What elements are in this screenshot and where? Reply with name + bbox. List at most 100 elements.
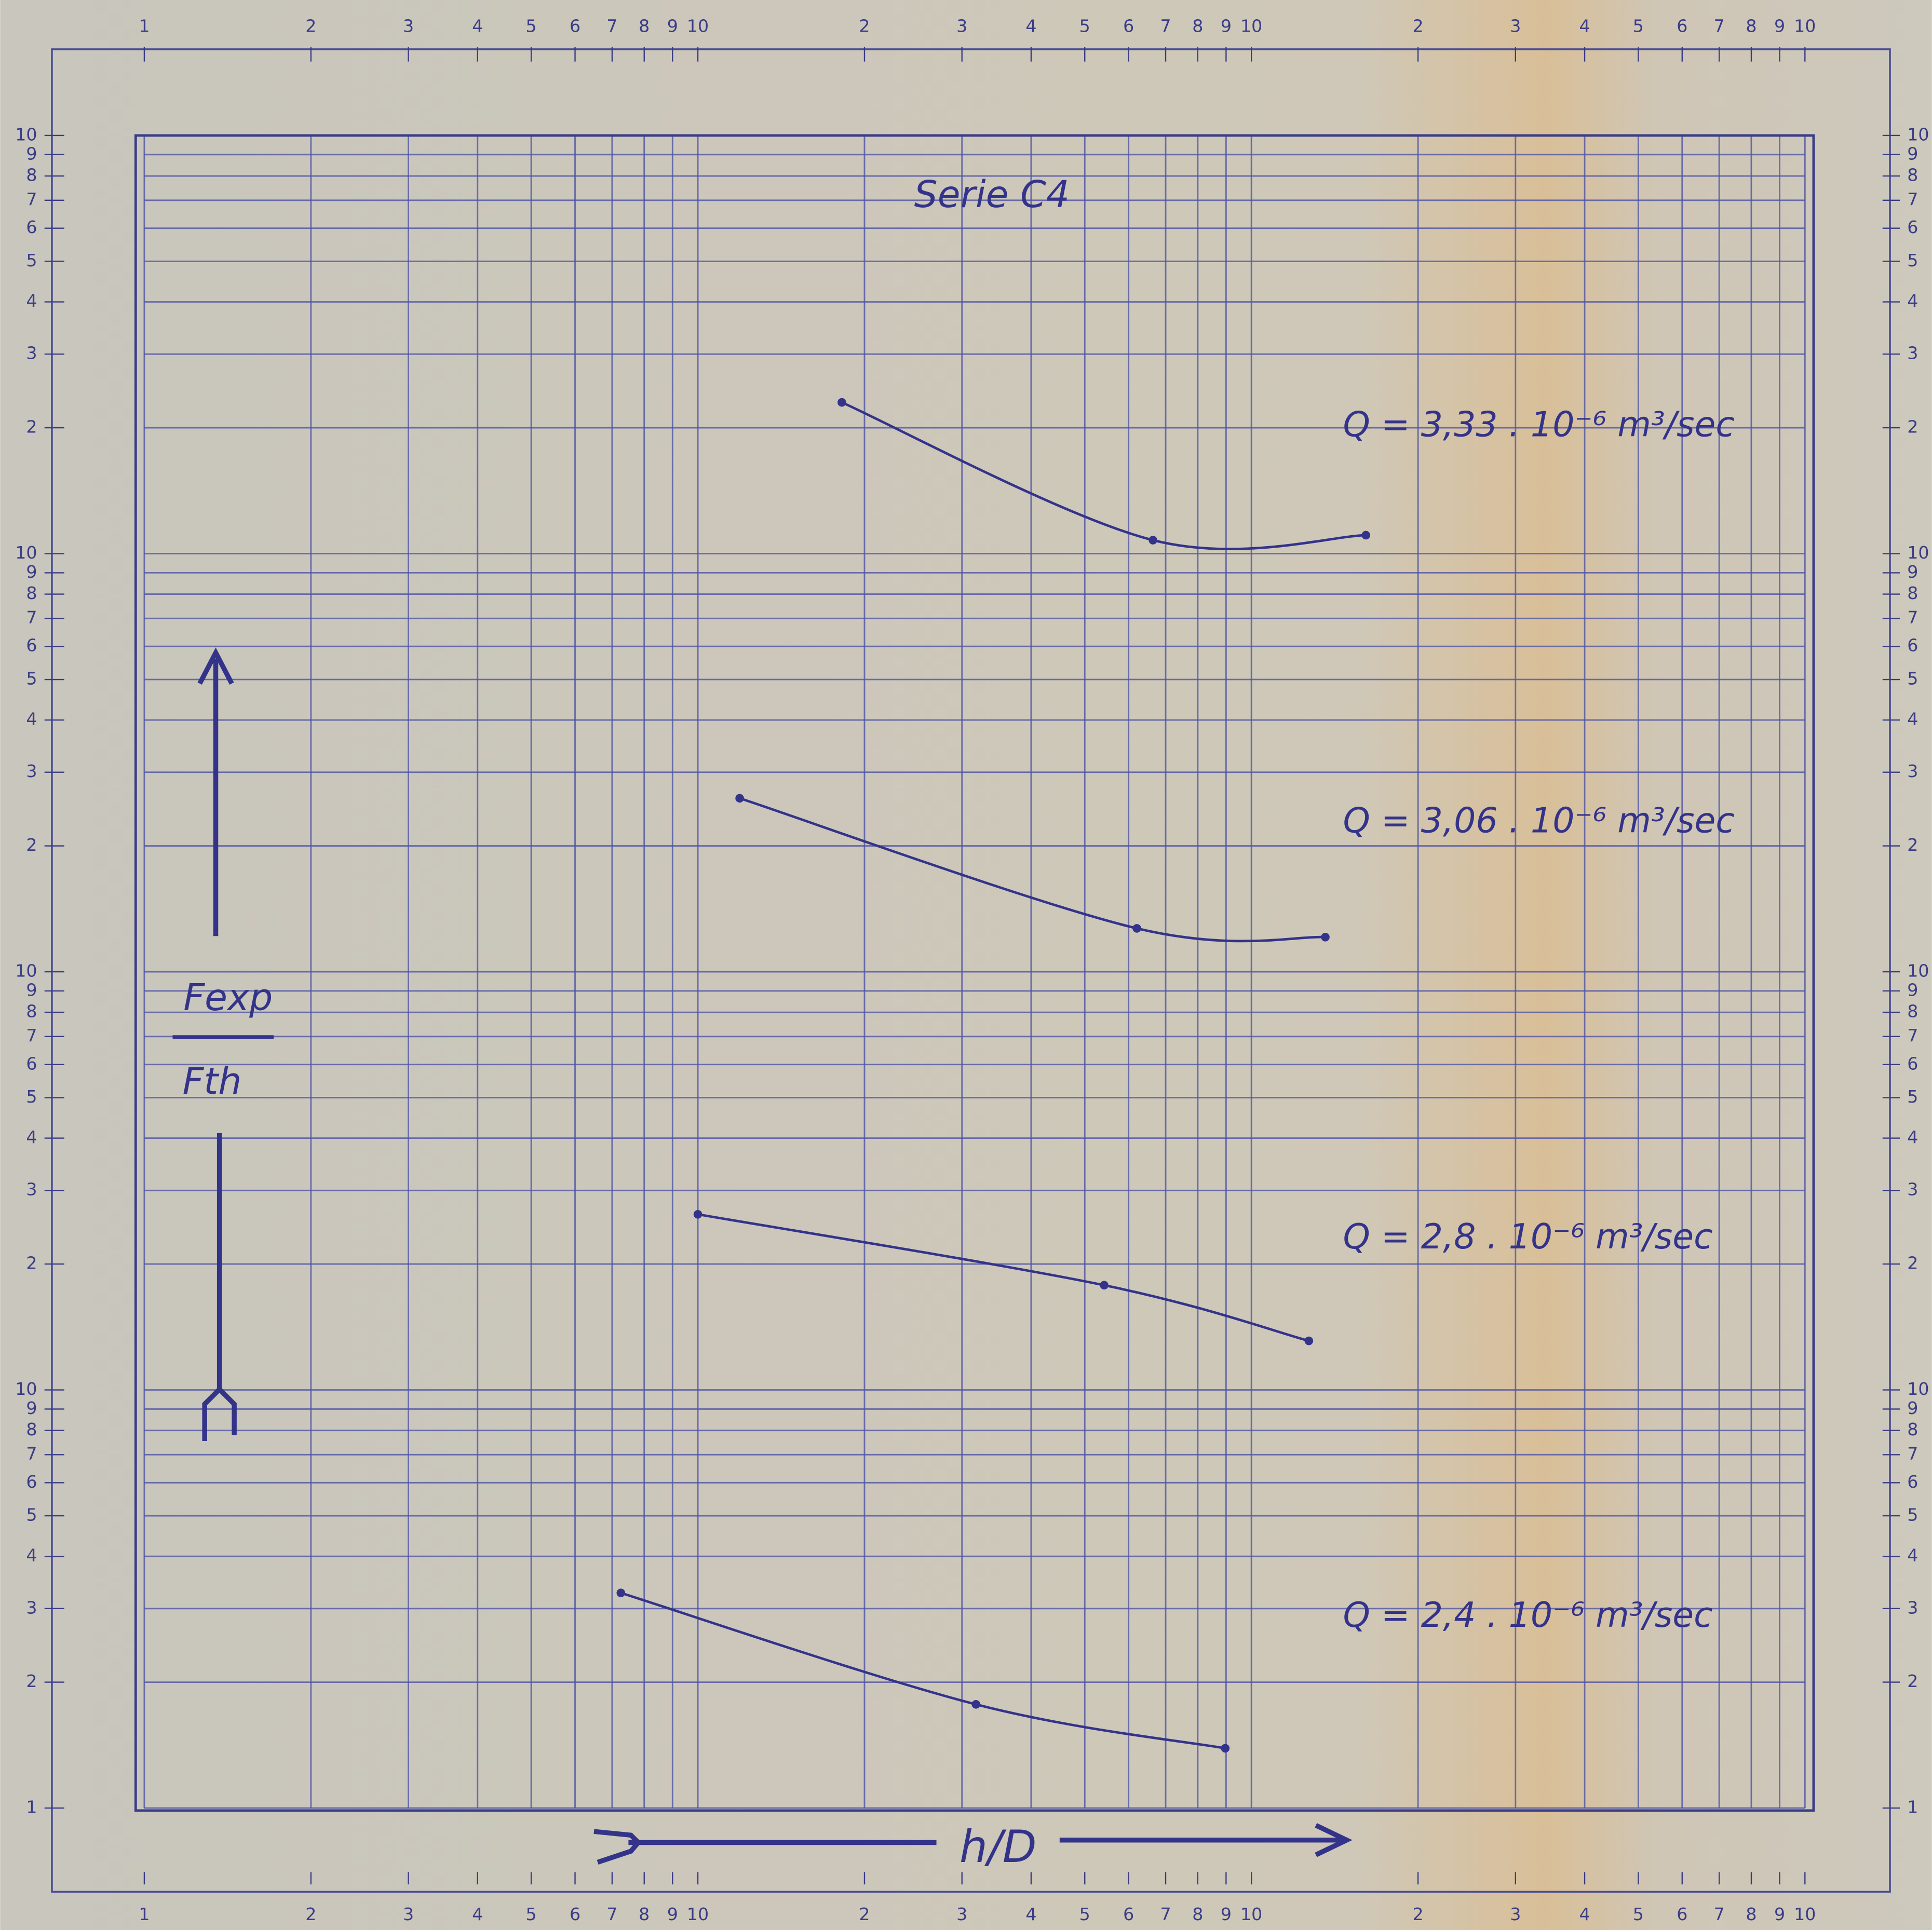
x-tick-label-top: 2 — [859, 16, 870, 36]
data-point — [1305, 1337, 1314, 1345]
x-tick-label: 7 — [606, 1904, 617, 1924]
y-tick-label-right: 6 — [1907, 635, 1918, 656]
data-point — [1221, 1744, 1230, 1753]
x-tick-label-top: 5 — [526, 16, 537, 36]
x-tick-label: 10 — [687, 1904, 709, 1924]
y-label-denominator: Fth — [182, 1059, 241, 1103]
y-tick-label-right: 10 — [1907, 124, 1929, 144]
y-tick-label-right: 2 — [1907, 1671, 1918, 1691]
y-tick-label-right: 10 — [1907, 542, 1929, 563]
y-tick-label: 10 — [15, 1379, 37, 1399]
x-tick-label-top: 6 — [570, 16, 580, 36]
y-tick-label: 6 — [26, 217, 37, 237]
x-tick-label: 3 — [403, 1904, 414, 1924]
y-tick-label: 9 — [26, 143, 37, 164]
x-tick-label-top: 7 — [1714, 16, 1725, 36]
series-label: Q = 3,06 . 10⁻⁶ m³/sec — [1343, 800, 1735, 840]
y-tick-label-right: 7 — [1907, 1444, 1918, 1464]
y-tick-label-right: 8 — [1907, 1419, 1918, 1439]
y-tick-label-right: 3 — [1907, 1179, 1918, 1200]
x-tick-label-top: 4 — [1025, 16, 1036, 36]
x-tick-label-top: 4 — [1579, 16, 1590, 36]
y-tick-label-right: 5 — [1907, 669, 1918, 689]
x-tick-label-top: 3 — [956, 16, 967, 36]
y-tick-label-right: 6 — [1907, 1053, 1918, 1073]
data-point — [1132, 924, 1141, 933]
chart: 1122334455667788991010223344556677889910… — [0, 0, 1932, 1930]
y-tick-label-right: 4 — [1907, 1545, 1918, 1566]
x-tick-label-top: 10 — [1794, 16, 1816, 36]
y-tick-label: 3 — [26, 1179, 37, 1200]
x-tick-label: 5 — [1633, 1904, 1644, 1924]
x-tick-label: 7 — [1160, 1904, 1171, 1924]
y-tick-label-right: 8 — [1907, 1001, 1918, 1022]
x-tick-label: 6 — [1677, 1904, 1687, 1924]
y-tick-label: 8 — [26, 1419, 37, 1439]
y-tick-label-right: 5 — [1907, 1086, 1918, 1107]
data-point — [1361, 531, 1370, 540]
y-tick-label-right: 2 — [1907, 417, 1918, 437]
x-tick-label: 4 — [1579, 1904, 1590, 1924]
y-tick-label: 5 — [26, 669, 37, 689]
x-tick-label: 9 — [667, 1904, 678, 1924]
y-tick-label-right: 8 — [1907, 165, 1918, 185]
y-tick-label: 5 — [26, 1505, 37, 1525]
y-tick-label: 2 — [26, 417, 37, 437]
x-label: h/D — [960, 1822, 1037, 1873]
y-label-numerator: Fexp — [183, 976, 273, 1019]
y-tick-label: 5 — [26, 1086, 37, 1107]
y-tick-label: 8 — [26, 165, 37, 185]
data-point — [694, 1210, 702, 1219]
y-tick-label: 10 — [15, 542, 37, 563]
y-tick-label: 7 — [26, 607, 37, 628]
y-tick-label: 2 — [26, 1671, 37, 1691]
x-tick-label-top: 2 — [1413, 16, 1424, 36]
y-tick-label: 4 — [26, 1127, 37, 1147]
y-tick-label: 3 — [26, 343, 37, 363]
y-tick-label-right: 4 — [1907, 709, 1918, 729]
x-tick-label: 2 — [1413, 1904, 1424, 1924]
y-tick-label-right: 6 — [1907, 217, 1918, 237]
y-tick-label: 4 — [26, 1545, 37, 1566]
paper — [0, 0, 1931, 1930]
x-tick-label-top: 7 — [1160, 16, 1171, 36]
x-tick-label-top: 7 — [606, 16, 617, 36]
y-tick-label-right: 6 — [1907, 1472, 1918, 1492]
y-tick-label: 6 — [26, 635, 37, 656]
y-tick-label: 8 — [26, 583, 37, 603]
x-tick-label: 2 — [305, 1904, 316, 1924]
y-tick-label-right: 9 — [1907, 562, 1918, 582]
y-tick-label-right: 8 — [1907, 583, 1918, 603]
x-tick-label-top: 5 — [1079, 16, 1090, 36]
y-tick-label: 9 — [26, 562, 37, 582]
y-tick-label-right: 3 — [1907, 343, 1918, 363]
y-tick-label: 1 — [26, 1797, 37, 1817]
data-point — [1321, 933, 1330, 942]
data-point — [1149, 536, 1157, 545]
x-tick-label-top: 2 — [305, 16, 316, 36]
y-tick-label-right: 4 — [1907, 291, 1918, 311]
y-tick-label: 6 — [26, 1053, 37, 1073]
x-tick-label: 8 — [1746, 1904, 1757, 1924]
x-tick-label: 8 — [1192, 1904, 1203, 1924]
y-tick-label: 2 — [26, 835, 37, 855]
x-tick-label: 5 — [526, 1904, 537, 1924]
y-tick-label: 5 — [26, 250, 37, 270]
y-tick-label: 7 — [26, 1025, 37, 1045]
y-tick-label: 9 — [26, 980, 37, 1000]
x-tick-label-top: 9 — [1221, 16, 1232, 36]
y-tick-label-right: 1 — [1907, 1797, 1918, 1817]
series-label: Q = 3,33 . 10⁻⁶ m³/sec — [1343, 404, 1735, 445]
x-tick-label-top: 6 — [1677, 16, 1687, 36]
y-tick-label-right: 4 — [1907, 1127, 1918, 1147]
y-tick-label-right: 5 — [1907, 1505, 1918, 1525]
x-tick-label-top: 3 — [403, 16, 414, 36]
x-tick-label: 6 — [570, 1904, 580, 1924]
x-tick-label: 4 — [1025, 1904, 1036, 1924]
x-tick-label-top: 8 — [639, 16, 650, 36]
y-tick-label-right: 2 — [1907, 835, 1918, 855]
data-point — [616, 1588, 625, 1597]
x-tick-label: 10 — [1794, 1904, 1816, 1924]
x-tick-label: 8 — [639, 1904, 650, 1924]
x-tick-label: 4 — [472, 1904, 483, 1924]
